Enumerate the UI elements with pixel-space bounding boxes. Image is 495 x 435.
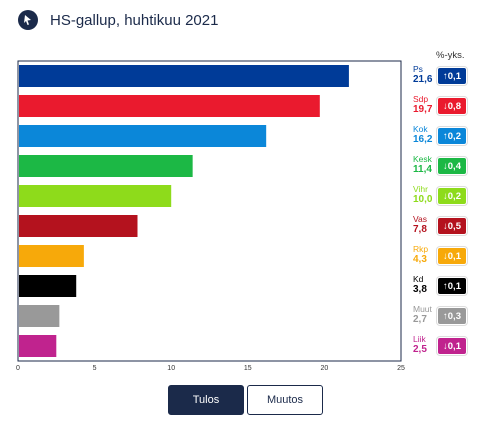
party-value: 10,0 <box>413 194 433 205</box>
change-badge-kok: ↑0,2 <box>437 127 467 145</box>
x-tick-label: 10 <box>167 365 175 372</box>
bar-kesk[interactable] <box>19 155 193 177</box>
change-badge-liik: ↓0,1 <box>437 337 467 355</box>
party-label-rkp: Rkp 4,3 <box>413 244 428 265</box>
change-badge-vas: ↓0,5 <box>437 217 467 235</box>
party-name: Sdp <box>413 94 429 104</box>
change-badge-ps: ↑0,1 <box>437 67 467 85</box>
party-name: Vas <box>413 214 428 224</box>
party-value: 4,3 <box>413 254 427 265</box>
party-value: 2,5 <box>413 344 427 355</box>
party-label-ps: Ps 21,6 <box>413 64 432 85</box>
party-value: 2,7 <box>413 314 427 325</box>
bar-sdp[interactable] <box>19 95 320 117</box>
bar-kd[interactable] <box>19 275 77 297</box>
bar-rkp[interactable] <box>19 245 84 267</box>
bar-kok[interactable] <box>19 125 267 147</box>
party-name: Kd <box>413 274 424 284</box>
x-tick-label: 0 <box>16 365 20 372</box>
party-label-kesk: Kesk 11,4 <box>413 154 432 175</box>
change-badge-kesk: ↓0,4 <box>437 157 467 175</box>
party-label-liik: Liik 2,5 <box>413 334 427 355</box>
party-name: Muut <box>413 304 432 314</box>
bar-vas[interactable] <box>19 215 138 237</box>
x-tick-label: 20 <box>321 365 329 372</box>
party-label-vihr: Vihr 10,0 <box>413 184 432 205</box>
bar-muut[interactable] <box>19 305 60 327</box>
bar-liik[interactable] <box>19 335 57 357</box>
change-badge-vihr: ↓0,2 <box>437 187 467 205</box>
party-value: 3,8 <box>413 284 427 295</box>
party-label-kd: Kd 3,8 <box>413 274 427 295</box>
party-label-kok: Kok 16,2 <box>413 124 432 145</box>
change-badge-rkp: ↓0,1 <box>437 247 467 265</box>
change-badge-kd: ↑0,1 <box>437 277 467 295</box>
party-value: 19,7 <box>413 104 433 115</box>
party-name: Rkp <box>413 244 429 254</box>
bar-chart: 0 5 10 15 20 25 <box>16 60 405 372</box>
x-tick-label: 25 <box>397 365 405 372</box>
chart-title: HS-gallup, huhtikuu 2021 <box>50 11 219 29</box>
bar-ps[interactable] <box>19 65 349 87</box>
party-value: 16,2 <box>413 134 433 145</box>
party-value: 21,6 <box>413 74 433 85</box>
tab-change[interactable]: Muutos <box>247 385 323 415</box>
change-badge-sdp: ↓0,8 <box>437 97 467 115</box>
chart-header: HS-gallup, huhtikuu 2021 <box>18 10 218 30</box>
party-value: 11,4 <box>413 164 432 175</box>
x-tick-label: 15 <box>244 365 252 372</box>
x-tick-label: 5 <box>93 365 97 372</box>
party-value: 7,8 <box>413 224 427 235</box>
party-label-muut: Muut 2,7 <box>413 304 432 325</box>
party-name: Ps <box>413 64 423 74</box>
view-tabs: Tulos Muutos <box>168 385 323 415</box>
party-label-vas: Vas 7,8 <box>413 214 427 235</box>
party-name: Liik <box>413 334 426 344</box>
party-label-sdp: Sdp 19,7 <box>413 94 432 115</box>
hs-logo-icon <box>18 10 38 30</box>
tab-result[interactable]: Tulos <box>168 385 244 415</box>
party-name: Kok <box>413 124 428 134</box>
party-name: Vihr <box>413 184 428 194</box>
party-name: Kesk <box>413 154 432 164</box>
change-unit-label: %-yks. <box>436 50 465 61</box>
change-badge-muut: ↑0,3 <box>437 307 467 325</box>
bar-vihr[interactable] <box>19 185 172 207</box>
plot-area-border <box>17 60 402 362</box>
